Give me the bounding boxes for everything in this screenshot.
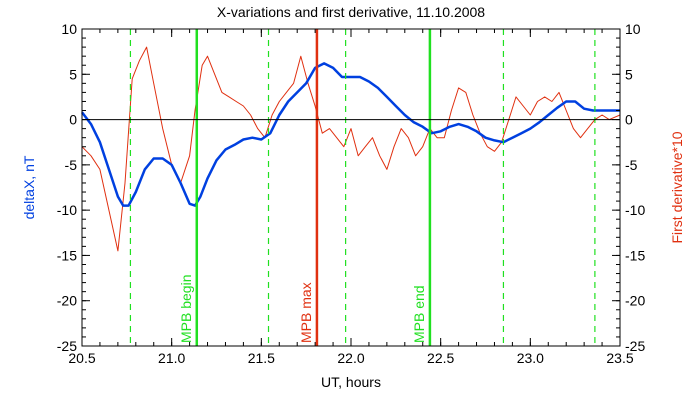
chart-title: X-variations and first derivative, 11.10… [217, 4, 485, 20]
y-tick-label-right: 10 [625, 21, 641, 37]
left-axis-title: deltaX, nT [21, 155, 37, 219]
x-tick-label: 22.0 [337, 350, 364, 366]
x-tick-label: 23.0 [517, 350, 544, 366]
marker-label-5: MPB end [411, 285, 427, 343]
y-tick-label-left: 10 [61, 21, 77, 37]
deltax-series-line [81, 62, 620, 207]
x-tick-label: 21.5 [248, 350, 275, 366]
series-layer [81, 46, 621, 252]
derivative-series-line [81, 46, 621, 252]
x-tick-label: 22.5 [427, 350, 454, 366]
y-tick-label-right: 0 [625, 112, 633, 128]
x-tick-label: 23.5 [606, 350, 633, 366]
y-tick-label-right: -15 [625, 247, 645, 263]
y-tick-label-right: -10 [625, 202, 645, 218]
y-tick-label-right: -20 [625, 293, 645, 309]
y-tick-label-left: 5 [69, 66, 77, 82]
y-tick-label-left: -25 [57, 338, 77, 354]
y-tick-label-left: -20 [57, 293, 77, 309]
y-tick-label-left: -10 [57, 202, 77, 218]
y-tick-label-left: -15 [57, 247, 77, 263]
y-tick-label-right: -25 [625, 338, 645, 354]
marker-label-3: MPB max [298, 282, 314, 343]
y-tick-label-left: 0 [69, 112, 77, 128]
marker-label-1: MPB begin [178, 275, 194, 343]
ticks-layer: 20.5 21.0 21.5 22.0 22.5 23.0 23.5-25 -25-20 -20… [57, 21, 646, 366]
right-axis-title: First derivative*10 [669, 131, 685, 243]
marker-lines-layer [129, 29, 596, 346]
x-tick-label: 20.5 [68, 350, 95, 366]
marker-labels-layer: MPB begin MPB max MPB end [178, 275, 427, 343]
y-tick-label-right: -5 [625, 157, 638, 173]
x-axis-title: UT, hours [321, 374, 381, 390]
y-tick-label-left: -5 [65, 157, 78, 173]
y-tick-label-right: 5 [625, 66, 633, 82]
x-tick-label: 21.0 [158, 350, 185, 366]
